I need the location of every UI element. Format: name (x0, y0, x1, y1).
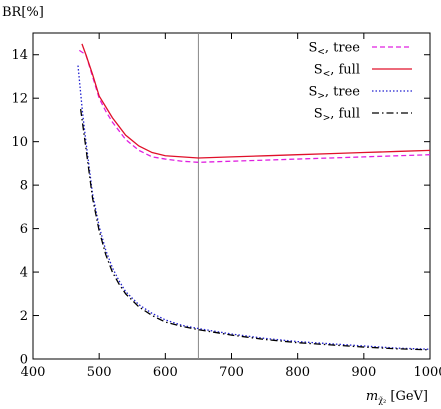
x-tick-label: 900 (351, 365, 376, 380)
series-group (77, 43, 431, 351)
x-tick-label: 700 (219, 365, 244, 380)
x-axis-label-text: mχ̃₂ [GeV] (366, 389, 428, 405)
legend-label-0: S<, tree (308, 41, 360, 58)
y-tick-label: 12 (11, 92, 28, 107)
y-tick-label: 4 (20, 266, 28, 281)
legend-label-1: S<, full (314, 63, 360, 80)
series-line-0 (78, 49, 431, 163)
y-tick-label: 8 (20, 179, 28, 194)
y-axis-label: BR[%] (2, 5, 44, 20)
y-tick-label: 2 (20, 309, 28, 324)
legend-label-2: S>, tree (308, 85, 360, 102)
y-tick-label: 10 (11, 135, 28, 150)
legend-label-3: S>, full (314, 107, 360, 124)
y-tick-label: 6 (20, 222, 28, 237)
x-tick-label: 400 (21, 365, 46, 380)
legend: S<, tree S<, full S>, tree S>, full (308, 41, 412, 124)
y-tick-label: 14 (11, 48, 28, 63)
x-tick-label: 500 (87, 365, 112, 380)
series-line-1 (81, 43, 431, 159)
series-line-3 (79, 108, 431, 351)
x-tick-label: 600 (153, 365, 178, 380)
x-tick-label: 800 (285, 365, 310, 380)
x-axis-label: mχ̃₂ [GeV] (366, 389, 428, 405)
y-tick-label: 0 (20, 353, 28, 368)
series-line-2 (77, 65, 431, 350)
